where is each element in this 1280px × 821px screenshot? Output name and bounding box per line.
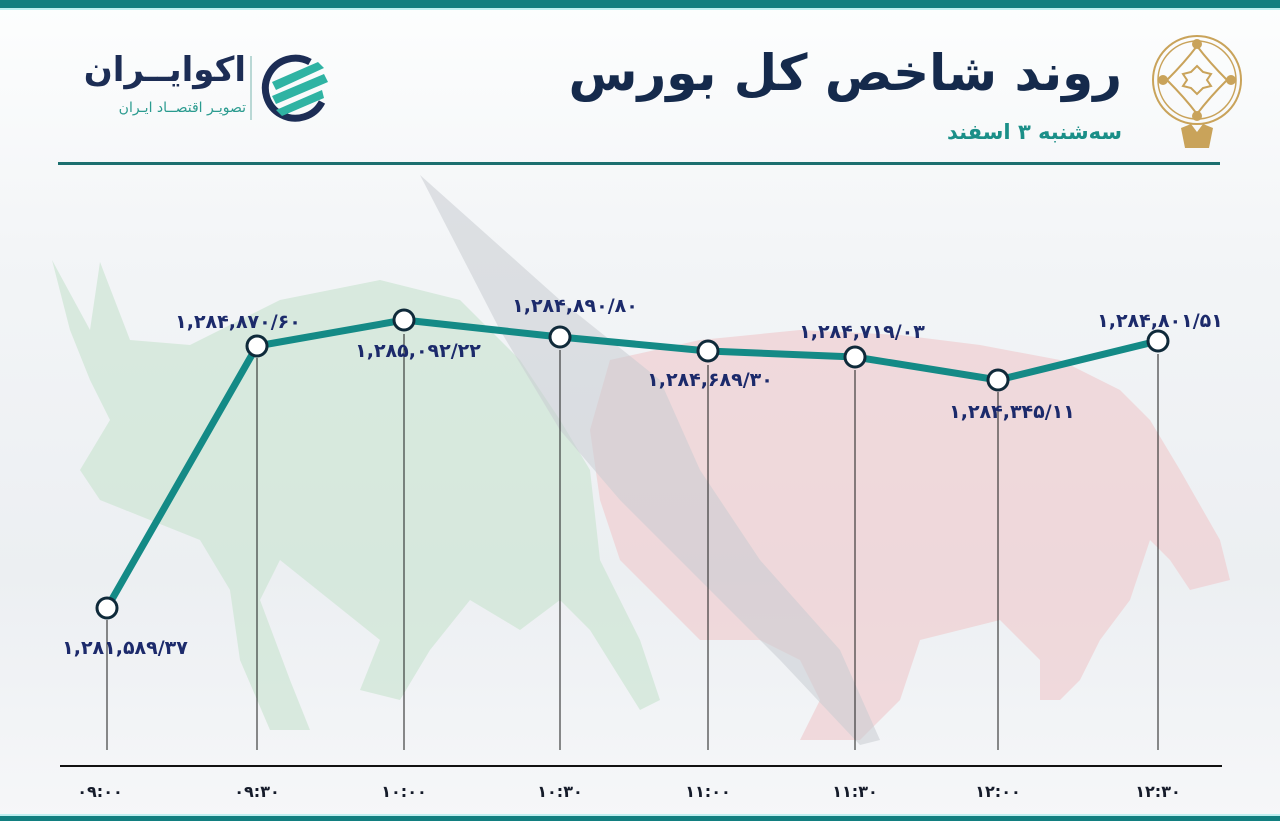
- value-label: ۱,۲۸۴,۷۱۹/۰۳: [799, 321, 925, 343]
- tehran-stock-exchange-emblem-icon: [1152, 35, 1242, 148]
- brand-name: اکوایــران: [83, 50, 246, 90]
- x-tick-label: ۱۱:۳۰: [832, 782, 877, 801]
- data-point[interactable]: [95, 596, 119, 620]
- ecoiran-brand: اکوایــران تصویـر اقتصــاد ایـران: [72, 50, 342, 130]
- x-tick-label: ۱۰:۰۰: [381, 782, 426, 801]
- page-title: روند شاخص کل بورس: [568, 44, 1123, 102]
- data-point[interactable]: [986, 368, 1010, 392]
- value-label: ۱,۲۸۵,۰۹۲/۲۲: [355, 340, 481, 362]
- bull-watermark-icon: [52, 260, 660, 730]
- bottom-accent-bar: [0, 814, 1280, 821]
- value-label: ۱,۲۸۴,۸۷۰/۶۰: [175, 311, 301, 333]
- x-tick-label: ۱۱:۰۰: [685, 782, 730, 801]
- value-label: ۱,۲۸۴,۸۰۱/۵۱: [1097, 310, 1223, 332]
- data-point[interactable]: [1146, 329, 1170, 353]
- drop-lines: [106, 334, 1159, 750]
- x-tick-label: ۱۲:۳۰: [1135, 782, 1180, 801]
- data-point[interactable]: [548, 325, 572, 349]
- ecoiran-logo-icon: [261, 54, 328, 122]
- top-accent-bar: [0, 0, 1280, 10]
- value-label: ۱,۲۸۱,۵۸۹/۳۷: [62, 637, 188, 659]
- data-point[interactable]: [696, 339, 720, 363]
- x-tick-label: ۰۹:۳۰: [234, 782, 279, 801]
- data-point[interactable]: [392, 308, 416, 332]
- bear-watermark-icon: [590, 330, 1230, 740]
- x-tick-label: ۱۲:۰۰: [975, 782, 1020, 801]
- data-point[interactable]: [245, 334, 269, 358]
- value-label: ۱,۲۸۴,۶۸۹/۳۰: [647, 369, 773, 391]
- x-tick-label: ۰۹:۰۰: [77, 782, 122, 801]
- date-subtitle: سه‌شنبه ۳ اسفند: [946, 120, 1122, 144]
- data-markers: [95, 308, 1170, 620]
- header-divider: [58, 162, 1220, 165]
- x-tick-label: ۱۰:۳۰: [537, 782, 582, 801]
- index-line: [103, 316, 1162, 612]
- value-label: ۱,۲۸۴,۸۹۰/۸۰: [512, 295, 638, 317]
- value-label: ۱,۲۸۴,۳۴۵/۱۱: [949, 401, 1075, 423]
- brand-tagline: تصویـر اقتصــاد ایـران: [118, 100, 246, 116]
- brand-separator: [250, 56, 252, 120]
- data-point[interactable]: [843, 345, 867, 369]
- arrow-watermark-icon: [420, 175, 880, 745]
